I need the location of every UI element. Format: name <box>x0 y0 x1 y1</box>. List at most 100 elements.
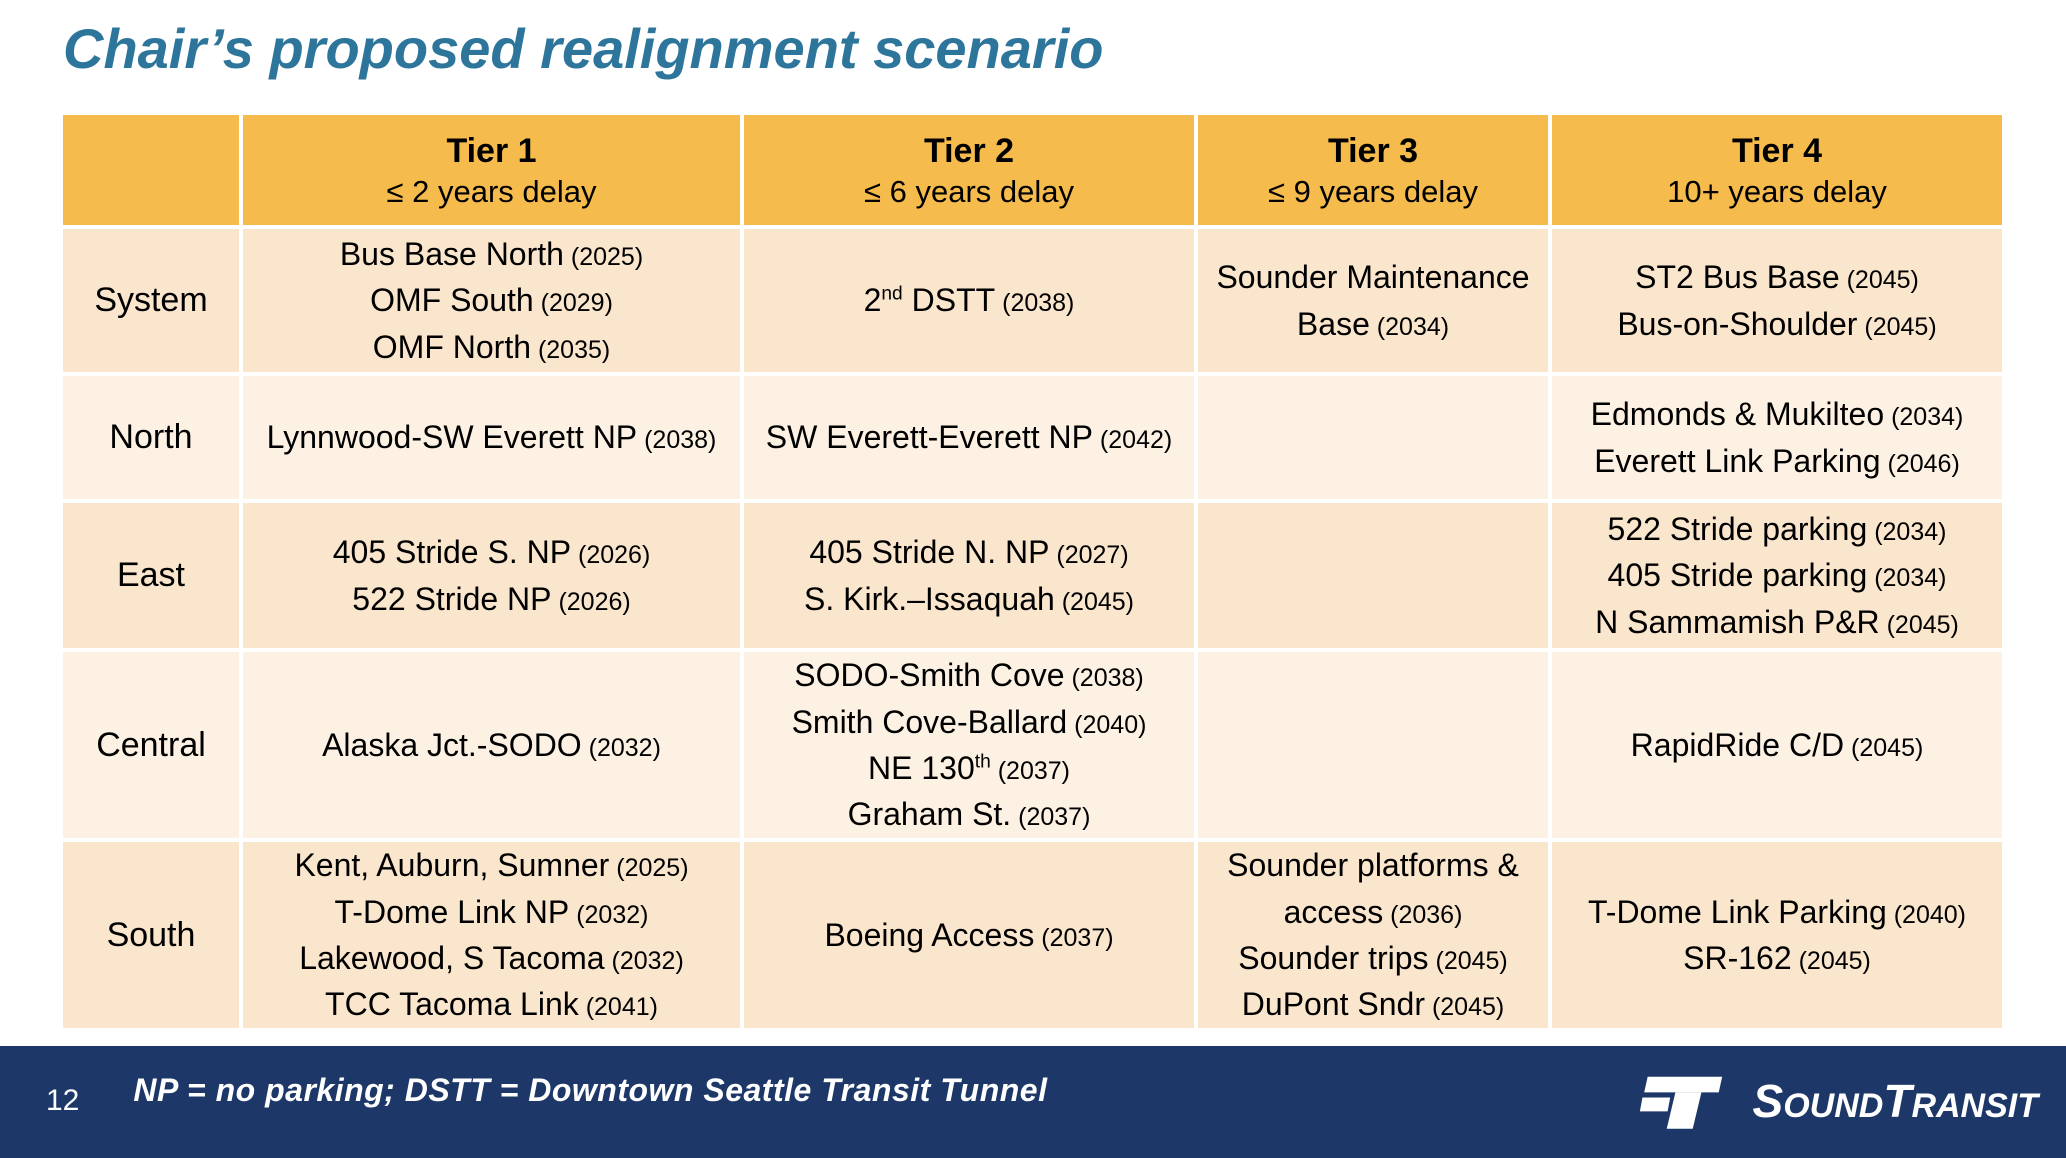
project-year: (2045) <box>1857 312 1937 341</box>
project-year: (2032) <box>604 947 684 975</box>
project-year: (2029) <box>533 289 613 318</box>
project-item: SW Everett-Everett NP (2042) <box>766 414 1172 460</box>
project-name: 522 Stride NP <box>352 580 552 617</box>
project-item: Sounder Maintenance Base (2034) <box>1212 254 1534 347</box>
project-name: Everett Link Parking <box>1594 442 1881 479</box>
project-year: (2045) <box>1839 266 1919 295</box>
project-name: Bus Base North <box>339 235 564 272</box>
project-year: (2037) <box>990 757 1070 785</box>
footer-bar: 12 NP = no parking; DSTT = Downtown Seat… <box>0 1046 2066 1158</box>
project-year: (2038) <box>637 426 717 455</box>
project-item: T-Dome Link NP (2032) <box>335 889 649 935</box>
project-name: Graham St. <box>847 796 1012 833</box>
project-name: 405 Stride parking <box>1607 557 1868 594</box>
project-year: (2038) <box>995 289 1075 318</box>
project-item: T-Dome Link Parking (2040) <box>1588 889 1966 935</box>
logo-text-part: OUND <box>1783 1087 1884 1125</box>
project-name: Sounder Maintenance Base <box>1216 259 1530 342</box>
project-year: (2045) <box>1879 610 1959 639</box>
project-item: Edmonds & Mukilteo (2034) <box>1591 391 1964 437</box>
project-name: Boeing Access <box>824 916 1035 953</box>
project-year: (2034) <box>1867 564 1947 593</box>
cell-south-tier2: Boeing Access (2037) <box>744 842 1194 1028</box>
soundtransit-logo-text: S OUND T RANSIT <box>1753 1078 2038 1124</box>
cell-central-tier4: RapidRide C/D (2045) <box>1552 652 2002 838</box>
project-item: Smith Cove-Ballard (2040) <box>792 699 1147 745</box>
project-item: Everett Link Parking (2046) <box>1594 438 1960 484</box>
slide-title: Chair’s proposed realignment scenario <box>63 17 1104 80</box>
cell-north-tier1: Lynnwood-SW Everett NP (2038) <box>243 376 740 499</box>
soundtransit-logo: S OUND T RANSIT <box>1639 1068 2038 1134</box>
project-name: DuPont Sndr <box>1241 986 1425 1023</box>
project-item: 405 Stride parking (2034) <box>1608 552 1947 598</box>
project-year: (2025) <box>563 242 644 271</box>
cell-east-tier4: 522 Stride parking (2034) 405 Stride park… <box>1552 503 2002 648</box>
project-year: (2045) <box>1054 587 1134 616</box>
cell-system-tier3: Sounder Maintenance Base (2034) <box>1198 229 1548 372</box>
cell-system-tier1: Bus Base North (2025) OMF South (2029) OMF… <box>243 229 740 372</box>
cell-central-tier3 <box>1198 652 1548 838</box>
project-name: 522 Stride parking <box>1607 510 1868 547</box>
project-item: Lakewood, S Tacoma (2032) <box>299 935 684 981</box>
row-label-south: South <box>63 842 239 1028</box>
project-name: T-Dome Link NP <box>334 893 570 930</box>
project-item: Bus Base North (2025) <box>340 231 643 277</box>
cell-north-tier4: Edmonds & Mukilteo (2034) Everett Link Pa… <box>1552 376 2002 499</box>
project-year: (2045) <box>1844 733 1924 762</box>
project-name: Bus-on-Shoulder <box>1617 305 1858 342</box>
soundtransit-logo-icon <box>1639 1076 1722 1129</box>
project-name: Lakewood, S Tacoma <box>299 940 605 976</box>
tier-title: Tier 3 <box>1327 131 1419 170</box>
project-year: (2037) <box>1034 923 1114 952</box>
project-year: (2026) <box>551 587 631 616</box>
cell-north-tier2: SW Everett-Everett NP (2042) <box>744 376 1194 499</box>
logo-text-part: RANSIT <box>1911 1087 2038 1125</box>
cell-system-tier4: ST2 Bus Base (2045) Bus-on-Shoulder (2045… <box>1552 229 2002 372</box>
row-label-north: North <box>63 376 239 499</box>
project-year: (2025) <box>609 854 689 883</box>
project-item: S. Kirk.–Issaquah (2045) <box>804 576 1134 622</box>
project-name: OMF South <box>370 282 534 319</box>
cell-south-tier4: T-Dome Link Parking (2040) SR-162 (2045) <box>1552 842 2002 1028</box>
project-name: TCC Tacoma Link <box>325 986 579 1023</box>
header-tier-3: Tier 3 ≤ 9 years delay <box>1198 115 1548 225</box>
logo-text-part: S <box>1752 1075 1784 1127</box>
project-name: SODO-Smith Cove <box>794 657 1065 694</box>
cell-central-tier1: Alaska Jct.-SODO (2032) <box>243 652 740 838</box>
project-item: OMF North (2035) <box>373 324 610 370</box>
project-name: Alaska Jct.-SODO <box>322 726 582 763</box>
cell-south-tier1: Kent, Auburn, Sumner (2025) T-Dome Link N… <box>243 842 740 1028</box>
cell-east-tier3 <box>1198 503 1548 648</box>
project-year: (2034) <box>1884 403 1964 432</box>
project-year: (2038) <box>1064 664 1144 693</box>
project-year: (2045) <box>1425 993 1505 1022</box>
project-year: (2034) <box>1867 517 1947 546</box>
project-name: N Sammamish P&R <box>1595 603 1880 640</box>
project-item: DuPont Sndr (2045) <box>1242 981 1504 1027</box>
project-year: (2040) <box>1886 900 1966 929</box>
cell-east-tier2: 405 Stride N. NP (2027) S. Kirk.–Issaquah… <box>744 503 1194 648</box>
project-item: 522 Stride parking (2034) <box>1608 506 1947 552</box>
project-item: Graham St. (2037) <box>848 791 1091 837</box>
header-tier-2: Tier 2 ≤ 6 years delay <box>744 115 1194 225</box>
cell-system-tier2: 2nd DSTT (2038) <box>744 229 1194 372</box>
project-name: T-Dome Link Parking <box>1588 893 1887 930</box>
project-item: Sounder trips (2045) <box>1238 935 1508 981</box>
cell-central-tier2: SODO-Smith Cove (2038) Smith Cove-Ballard… <box>744 652 1194 838</box>
project-year: (2026) <box>571 541 651 570</box>
row-label-central: Central <box>63 652 239 838</box>
project-year: (2027) <box>1049 541 1129 570</box>
project-name: RapidRide C/D <box>1630 726 1845 763</box>
project-item: OMF South (2029) <box>370 277 613 323</box>
project-year: (2034) <box>1369 312 1450 341</box>
project-year: (2041) <box>578 993 658 1022</box>
header-tier-4: Tier 4 10+ years delay <box>1552 115 2002 225</box>
project-name: Kent, Auburn, Sumner <box>294 847 610 884</box>
project-item: TCC Tacoma Link (2041) <box>325 981 658 1027</box>
project-year: (2032) <box>581 733 661 762</box>
project-item: SR-162 (2045) <box>1683 935 1871 981</box>
project-item: Boeing Access (2037) <box>824 912 1113 958</box>
project-name: SW Everett-Everett NP <box>765 419 1093 456</box>
project-name: Sounder trips <box>1238 940 1429 976</box>
realignment-table: Tier 1 ≤ 2 years delay Tier 2 ≤ 6 years del… <box>63 115 2004 1028</box>
